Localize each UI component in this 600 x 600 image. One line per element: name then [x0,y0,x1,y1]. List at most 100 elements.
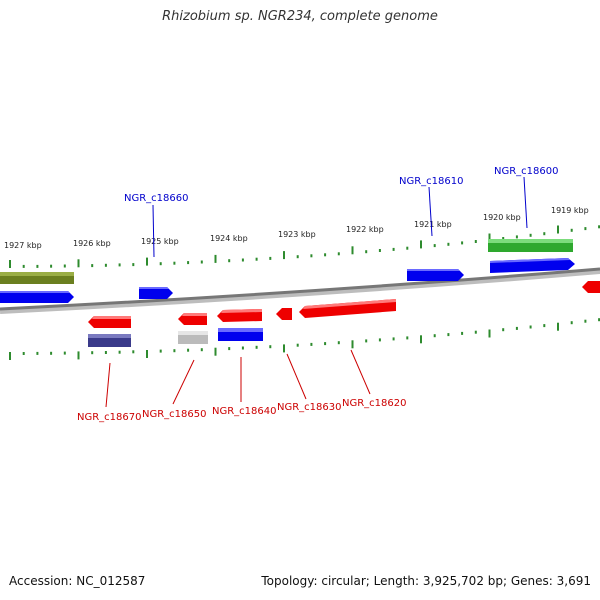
gene-feature-forward[interactable] [0,291,74,303]
reverse-scale-major-tick [9,352,11,360]
reverse-scale-minor-tick [502,328,505,332]
forward-scale-minor-tick [22,264,25,268]
scale-ticks-reverse [9,318,600,360]
reverse-scale-minor-tick [324,342,327,346]
forward-scale-minor-tick [173,261,176,265]
reverse-scale-minor-tick [63,351,66,355]
reverse-scale-minor-tick [392,337,395,341]
forward-scale-minor-tick [187,261,190,265]
reverse-scale-minor-tick [173,349,176,353]
forward-scale-major-tick [283,251,285,260]
forward-scale-minor-tick [584,227,587,231]
forward-scale-minor-tick [91,264,94,268]
reverse-scale-major-tick [420,335,422,344]
reverse-scale-minor-tick [474,330,477,334]
reverse-scale-minor-tick [461,331,464,335]
tick-label-1919: 1919 kbp [551,206,589,215]
reverse-scale-major-tick [77,351,80,360]
reverse-scale-minor-tick [529,325,532,329]
label-connector [152,204,155,258]
gene-feature-forward[interactable] [407,269,464,281]
forward-scale-minor-tick [570,228,573,232]
gene-feature-navy[interactable] [88,334,131,347]
forward-scale-minor-tick [36,264,39,268]
label-connector [350,349,371,395]
reverse-scale-minor-tick [118,350,121,354]
gene-feature-reverse[interactable] [299,299,396,318]
reverse-scale-minor-tick [543,324,546,328]
tick-label-1922: 1922 kbp [346,225,384,234]
reverse-scale-major-tick [488,329,491,338]
forward-scale-minor-tick [543,232,546,236]
forward-scale-minor-tick [378,249,381,252]
reverse-scale-minor-tick [159,349,162,353]
gene-label-NGR_c18600[interactable]: NGR_c18600 [494,166,559,177]
gene-label-NGR_c18620[interactable]: NGR_c18620 [342,398,407,409]
reverse-scale-minor-tick [255,345,258,349]
forward-scale-minor-tick [50,264,53,268]
gene-feature-reverse[interactable] [88,316,131,328]
forward-scale-minor-tick [63,264,66,268]
reverse-scale-minor-tick [36,351,39,355]
tick-label-1926: 1926 kbp [73,239,111,248]
reverse-scale-minor-tick [337,341,340,345]
reverse-scale-minor-tick [598,318,600,322]
reverse-scale-minor-tick [447,333,450,337]
genome-backbone [0,267,600,311]
gene-feature-forward[interactable] [139,287,173,299]
reverse-scale-major-tick [557,322,559,331]
forward-scale-minor-tick [104,263,107,267]
forward-scale-minor-tick [598,225,600,229]
forward-scale-minor-tick [447,242,450,246]
forward-scale-minor-tick [515,235,518,239]
gene-feature-olive[interactable] [0,272,74,284]
forward-scale-minor-tick [529,233,532,237]
reverse-scale-minor-tick [50,351,53,355]
gene-feature-forward[interactable] [218,328,263,341]
reverse-scale-minor-tick [269,345,272,349]
gene-label-NGR_c18670[interactable]: NGR_c18670 [77,412,142,423]
forward-scale-minor-tick [296,255,299,259]
forward-scale-minor-tick [406,246,409,250]
forward-scale-minor-tick [310,254,313,258]
forward-scale-minor-tick [200,260,203,264]
forward-scale-minor-tick [132,263,135,267]
tick-label-1924: 1924 kbp [210,234,248,243]
tick-label-1925: 1925 kbp [141,237,179,246]
gene-feature-pseudogene[interactable] [178,331,208,344]
scale-ticks-forward [9,225,600,268]
reverse-scale-minor-tick [515,326,518,330]
gene-label-NGR_c18650[interactable]: NGR_c18650 [142,409,207,420]
forward-scale-minor-tick [159,262,162,266]
forward-scale-minor-tick [474,240,477,243]
forward-scale-minor-tick [241,258,244,262]
gene-feature-reverse[interactable] [582,281,600,293]
gene-feature-reverse[interactable] [178,313,207,325]
gene-feature-rna[interactable] [488,239,573,252]
gene-label-NGR_c18660[interactable]: NGR_c18660 [124,193,189,204]
label-connector [428,186,433,237]
reverse-scale-minor-tick [584,319,587,323]
reverse-scale-minor-tick [570,321,573,325]
label-connector [105,362,111,408]
reverse-scale-major-tick [146,350,148,358]
forward-scale-minor-tick [255,257,258,261]
forward-scale-minor-tick [365,250,368,254]
gene-feature-reverse[interactable] [276,308,292,320]
tick-label-1927: 1927 kbp [4,241,42,250]
accession-text: Accession: NC_012587 [9,574,146,588]
forward-scale-major-tick [77,259,80,268]
forward-scale-minor-tick [337,252,340,256]
reverse-scale-minor-tick [433,334,436,338]
forward-scale-minor-tick [433,244,436,248]
gene-label-NGR_c18640[interactable]: NGR_c18640 [212,406,277,417]
tick-label-1921: 1921 kbp [414,220,452,229]
gene-feature-forward[interactable] [490,258,575,273]
reverse-scale-minor-tick [365,339,368,343]
gene-feature-reverse[interactable] [217,309,262,322]
forward-scale-major-tick [557,225,559,234]
gene-label-NGR_c18610[interactable]: NGR_c18610 [399,176,464,187]
gene-label-NGR_c18630[interactable]: NGR_c18630 [277,402,342,413]
